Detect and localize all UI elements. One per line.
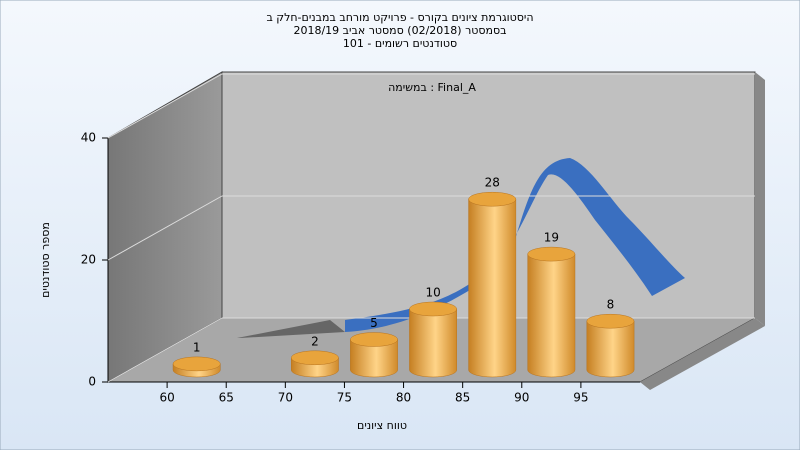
bar <box>527 253 576 378</box>
chart-title: היסטוגרמת ציונים בקורס - פרויקט מורחב במ… <box>266 11 533 24</box>
chart-title: סטודנטים רשומים - 101 <box>343 37 457 50</box>
fit-curve <box>345 158 685 332</box>
chart-title: בסמסטר (02/2018) סמסטר אביב 2018/19 <box>293 24 506 37</box>
data-label: 5 <box>370 316 378 330</box>
bar <box>586 320 635 378</box>
y-axis-label: מספר סטודנטים <box>39 222 52 298</box>
fit-curve-shadow <box>237 320 345 338</box>
y-tick-label: 0 <box>88 375 96 389</box>
data-label: 1 <box>193 340 201 354</box>
bar-top <box>468 191 517 207</box>
bar <box>468 198 517 378</box>
bar <box>350 339 398 378</box>
x-tick-label: 85 <box>455 391 470 405</box>
data-label: 8 <box>607 298 615 312</box>
y-tick-label: 40 <box>81 131 96 145</box>
x-tick-label: 70 <box>278 391 293 405</box>
x-tick-label: 90 <box>514 391 529 405</box>
bar-top <box>409 301 458 317</box>
grid-line <box>107 195 223 261</box>
x-tick-label: 65 <box>219 391 234 405</box>
data-label: 2 <box>311 334 319 348</box>
data-label: 19 <box>544 231 559 245</box>
bar-top <box>290 350 339 366</box>
wall-edge <box>755 72 765 326</box>
data-label: 28 <box>485 176 500 190</box>
bar-top <box>172 356 221 372</box>
bar-top <box>586 313 635 329</box>
x-tick-label: 60 <box>159 391 174 405</box>
grid-line <box>107 73 223 139</box>
bar-top <box>527 246 576 262</box>
bar <box>409 308 458 378</box>
x-tick-label: 80 <box>396 391 411 405</box>
data-label: 10 <box>425 286 440 300</box>
floor-edge <box>640 318 765 390</box>
x-axis-label: טווח ציונים <box>357 419 407 432</box>
y-tick-label: 20 <box>81 253 96 267</box>
annotation: במשימה : Final_A <box>388 81 476 94</box>
x-tick-label: 75 <box>337 391 352 405</box>
bar-top <box>350 332 398 347</box>
x-tick-label: 95 <box>573 391 588 405</box>
grid-line <box>107 317 223 383</box>
